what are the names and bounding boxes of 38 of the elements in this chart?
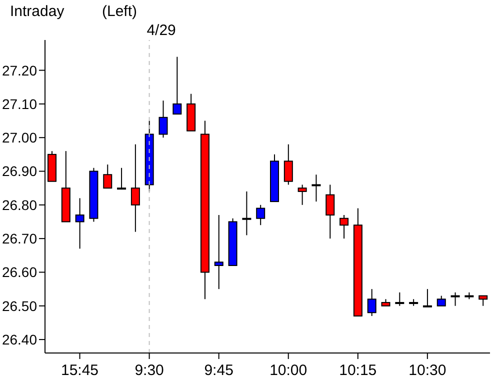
y-tick-label: 26.70 (2, 230, 38, 247)
x-tick-label: 9:30 (134, 362, 164, 379)
y-tick-label: 27.10 (2, 96, 38, 112)
candlestick (242, 190, 252, 236)
candlestick (117, 167, 126, 190)
candlestick (326, 184, 335, 240)
candlestick (172, 56, 182, 115)
y-tick-label: 26.40 (2, 332, 38, 348)
x-tick-label: 10:15 (339, 362, 377, 379)
candlestick (340, 214, 349, 240)
x-tick-label: 15:45 (60, 362, 99, 379)
y-tick-label: 26.80 (2, 196, 38, 213)
candlestick (450, 292, 460, 306)
x-tick-label: 10:30 (408, 362, 446, 379)
candlestick (478, 295, 488, 306)
candlestick (103, 164, 112, 189)
candlestick (367, 288, 376, 316)
y-tick-label: 27.00 (2, 130, 38, 146)
text: (Left) (102, 3, 138, 20)
y-tick-label: 26.60 (2, 264, 38, 280)
ref-line-label: 4/29 (146, 22, 176, 39)
chart-title: Intraday (10, 3, 64, 20)
candlestick (130, 144, 140, 232)
candlestick (436, 295, 446, 306)
candlestick (298, 184, 307, 206)
candlestick (256, 204, 266, 226)
x-tick-label: 10:00 (270, 362, 308, 379)
candlestick (75, 198, 84, 250)
candlestick (214, 214, 224, 290)
candlestick (158, 100, 168, 138)
candlestick (395, 292, 404, 306)
candlestick (284, 144, 293, 186)
candlestick (422, 288, 432, 308)
y-tick-label: 26.50 (2, 298, 38, 314)
y-tick-label: 27.20 (2, 62, 38, 78)
candlestick (312, 174, 321, 202)
y-tick-label: 26.90 (2, 163, 38, 180)
x-tick-label: 9:45 (204, 362, 234, 379)
